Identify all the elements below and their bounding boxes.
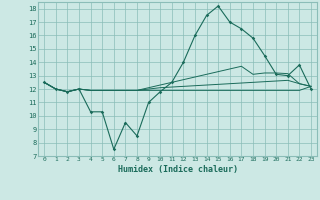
X-axis label: Humidex (Indice chaleur): Humidex (Indice chaleur) bbox=[118, 165, 238, 174]
